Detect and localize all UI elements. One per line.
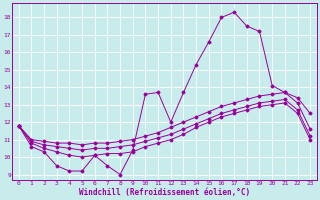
X-axis label: Windchill (Refroidissement éolien,°C): Windchill (Refroidissement éolien,°C) <box>79 188 250 197</box>
